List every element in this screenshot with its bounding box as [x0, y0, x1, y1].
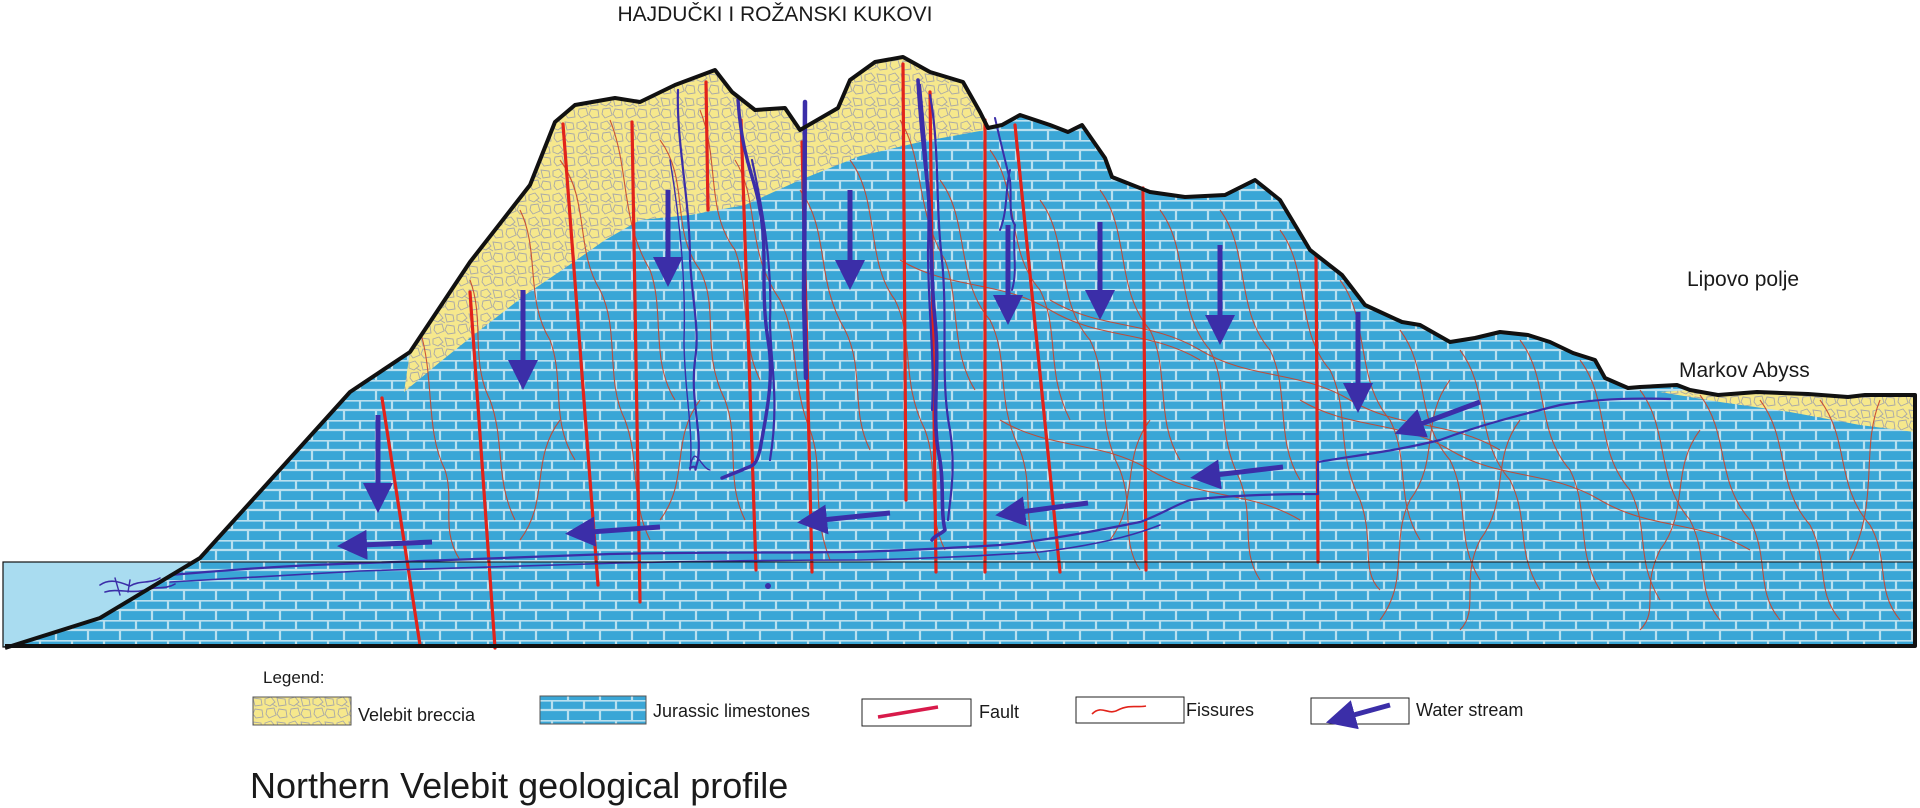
velebit-breccia-main: [404, 57, 988, 392]
velebit-breccia-abyss: [1660, 390, 1915, 432]
breccia-swatch-icon: [252, 696, 352, 726]
underground-water-channels: [99, 78, 1672, 596]
fissure-legend-box: [1075, 696, 1185, 724]
lipovo-polje-label: Lipovo polje: [1687, 268, 1799, 291]
legend-label-fault: Fault: [979, 702, 1019, 722]
fissure-network: [419, 109, 1901, 631]
diagram-caption: Northern Velebit geological profile: [250, 765, 788, 806]
water-flow-arrows: [337, 190, 1481, 560]
legend: Legend: Velebit breccia Jurassic limesto…: [252, 668, 1523, 730]
terrain-outline: [4, 55, 1917, 650]
fault-lines: [380, 62, 1320, 650]
fault-legend-box: [861, 698, 972, 727]
peaks-label: HAJDUČKI I ROŽANSKI KUKOVI: [617, 3, 932, 26]
limestone-swatch-icon: [539, 695, 647, 725]
legend-label-fissures: Fissures: [1186, 700, 1254, 720]
water-arrow-icon: [1325, 700, 1391, 730]
legend-label-breccia: Velebit breccia: [358, 705, 476, 725]
legend-heading: Legend:: [263, 668, 324, 687]
sinkhole-dot: [765, 583, 771, 589]
legend-label-limestone: Jurassic limestones: [653, 701, 810, 721]
markov-abyss-label: Markov Abyss: [1679, 359, 1810, 382]
fault-line-icon: [877, 705, 939, 719]
fissure-line-icon: [1091, 705, 1147, 715]
legend-label-water: Water stream: [1416, 700, 1523, 720]
